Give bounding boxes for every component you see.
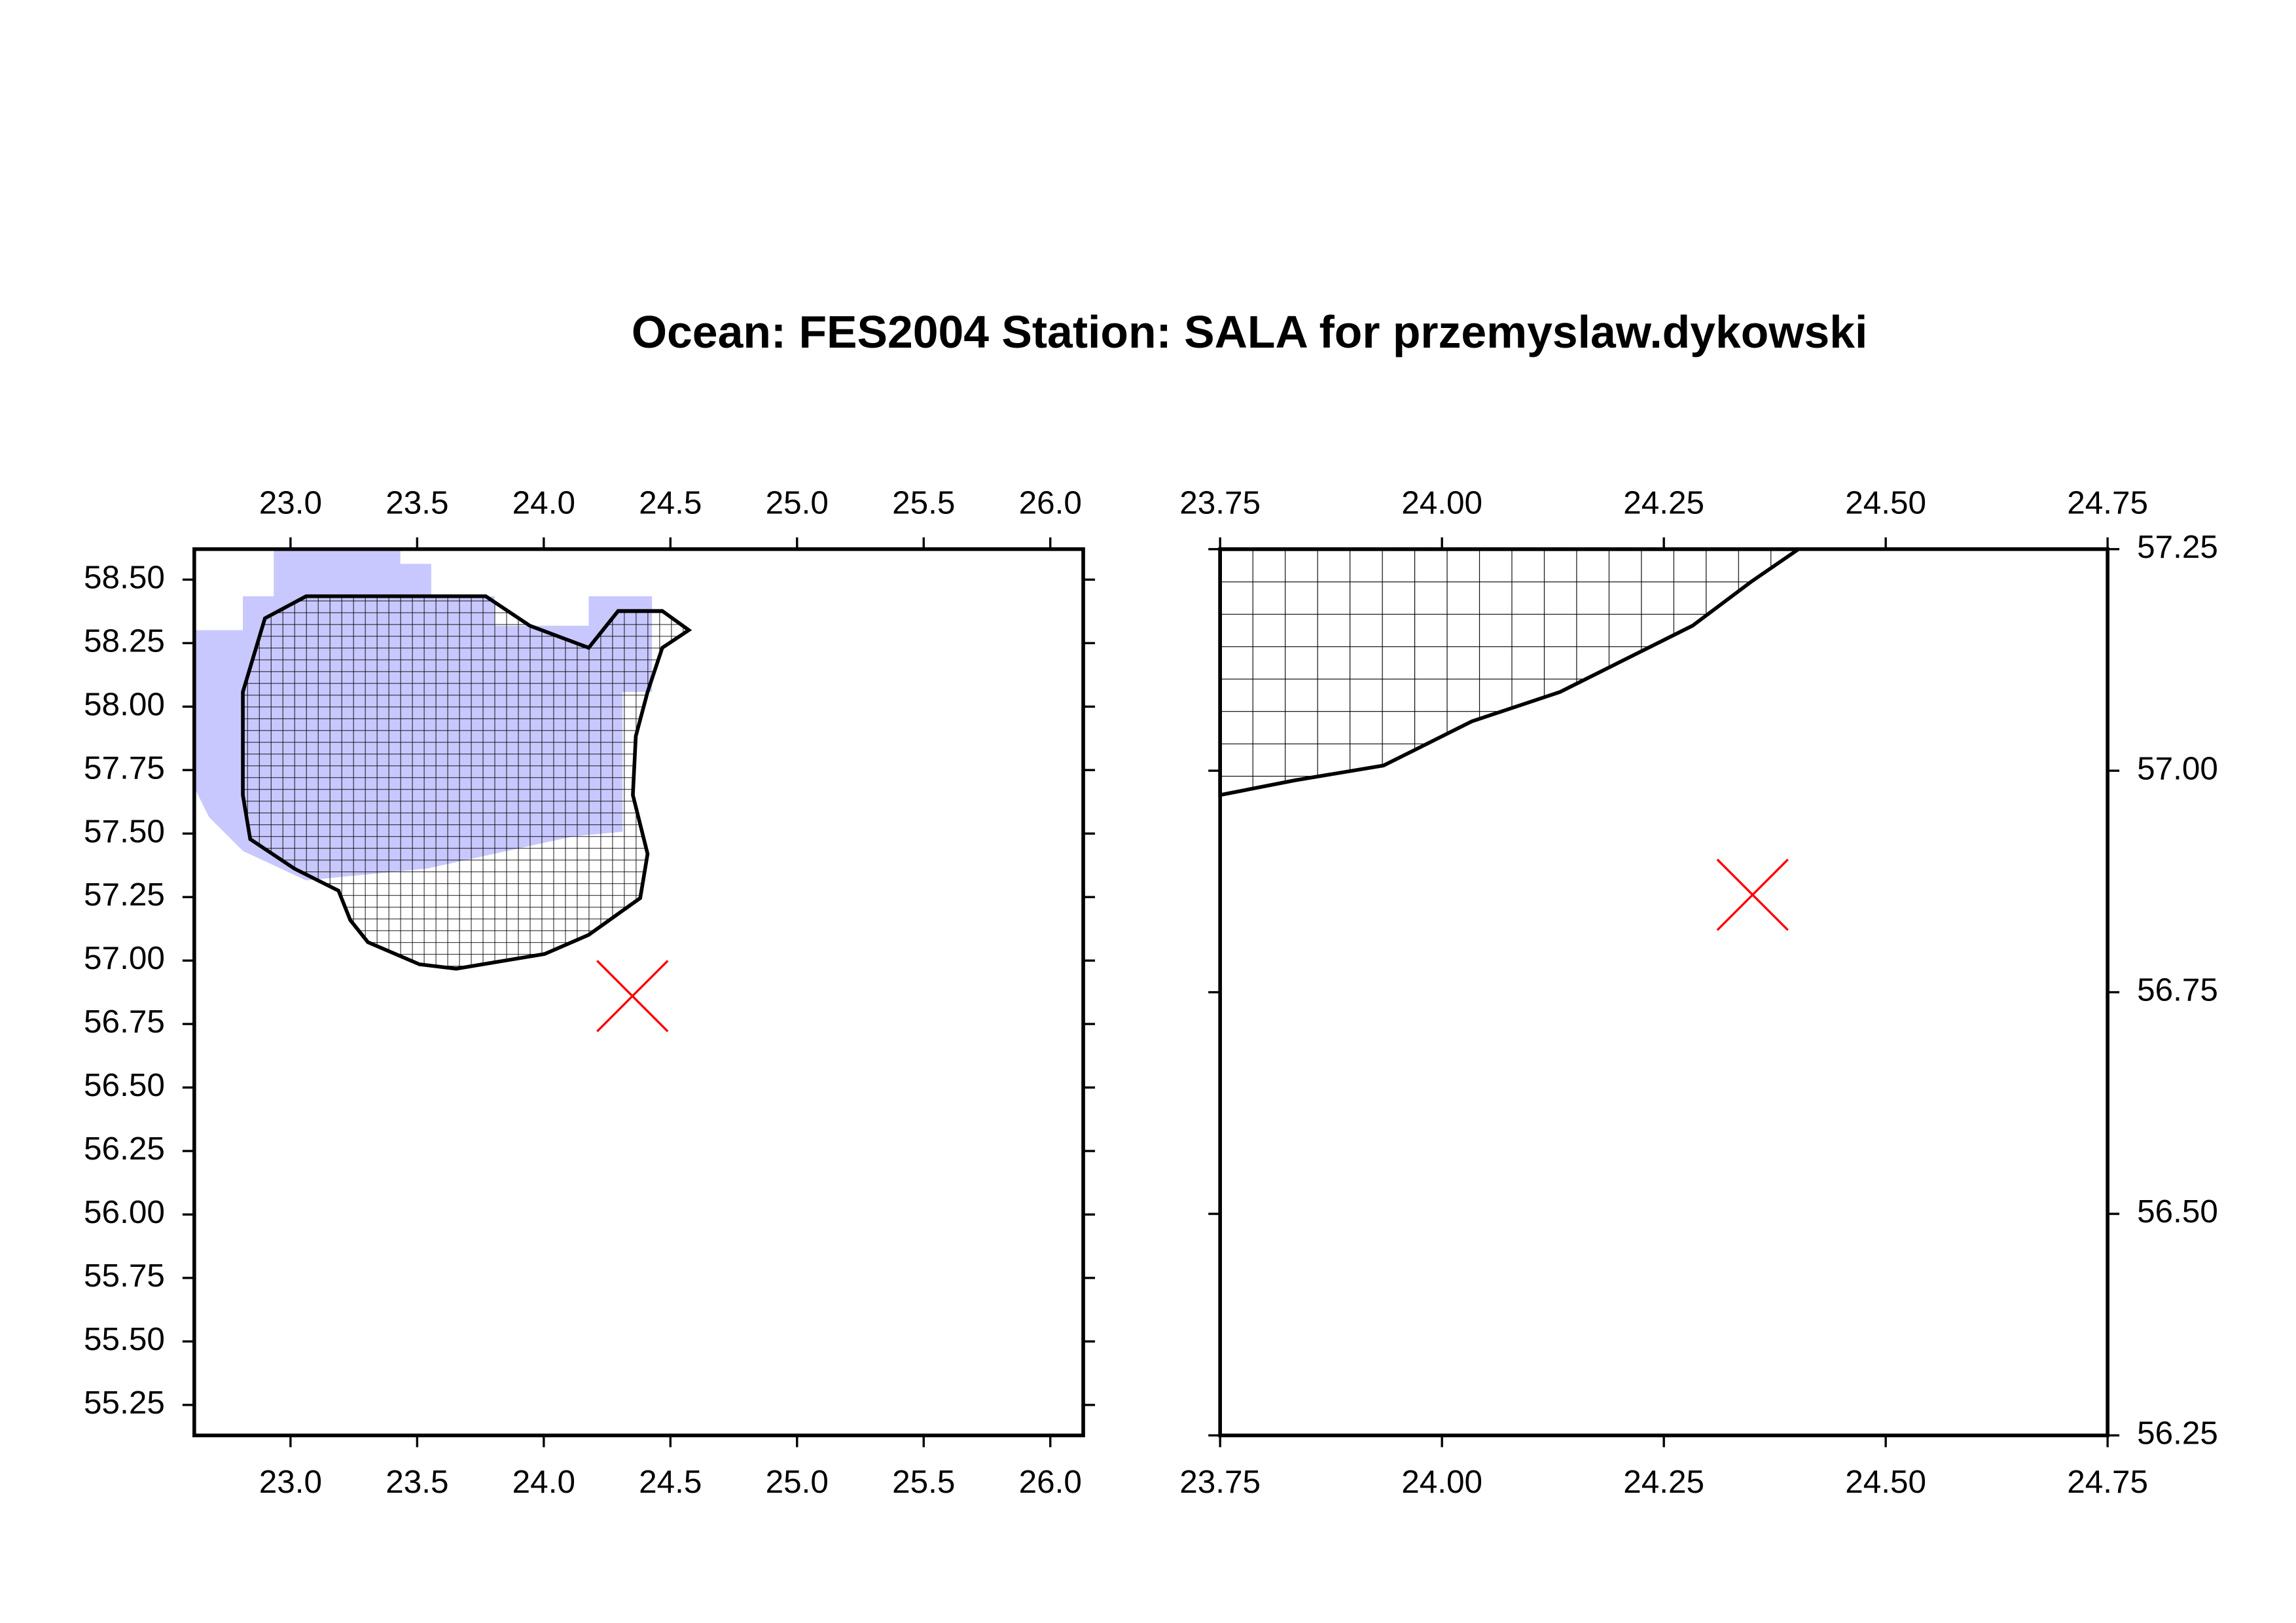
x-tick-label: 24.75 — [2067, 1464, 2148, 1500]
y-tick-label: 56.50 — [2137, 1194, 2218, 1230]
chart-title: Ocean: FES2004 Station: SALA for przemys… — [632, 306, 1868, 357]
x-tick-label: 23.75 — [1179, 1464, 1261, 1500]
x-tick-label: 24.0 — [512, 1464, 575, 1500]
y-tick-label: 57.00 — [84, 940, 165, 976]
station-marker — [1716, 858, 1789, 931]
x-tick-label: 25.0 — [766, 1464, 829, 1500]
y-tick-label: 56.50 — [84, 1067, 165, 1103]
y-tick-label: 57.50 — [84, 813, 165, 849]
x-tick-label: 25.5 — [892, 1464, 955, 1500]
x-tick-label: 26.0 — [1019, 484, 1082, 520]
x-tick-label: 24.25 — [1623, 484, 1704, 520]
plot-area: Ocean: FES2004 Station: SALA for przemys… — [84, 306, 2218, 1500]
x-tick-label: 23.75 — [1179, 484, 1261, 520]
x-tick-label: 25.5 — [892, 484, 955, 520]
y-tick-label: 56.75 — [84, 1004, 165, 1040]
x-tick-label: 23.0 — [259, 484, 322, 520]
y-tick-label: 55.75 — [84, 1258, 165, 1294]
x-tick-label: 24.00 — [1401, 1464, 1482, 1500]
axes: 23.0 23.0 23.5 23.5 24.0 24.0 24.5 24.5 25.0 25.0… — [84, 484, 2218, 1499]
x-tick-label: 24.5 — [639, 484, 702, 520]
y-tick-label: 55.25 — [84, 1385, 165, 1421]
coastline — [241, 594, 692, 971]
y-tick-label: 56.75 — [2137, 972, 2218, 1008]
y-tick-label: 57.25 — [84, 877, 165, 913]
x-tick-label: 26.0 — [1019, 1464, 1082, 1500]
x-tick-label: 23.0 — [259, 1464, 322, 1500]
x-tick-label: 24.50 — [1845, 484, 1926, 520]
frame — [192, 547, 1085, 1438]
y-tick-label: 56.00 — [84, 1194, 165, 1230]
y-tick-label: 57.00 — [2137, 750, 2218, 786]
x-tick-label: 24.00 — [1401, 484, 1482, 520]
x-tick-label: 24.5 — [639, 1464, 702, 1500]
y-tick-label: 57.25 — [2137, 529, 2218, 565]
y-tick-label: 58.50 — [84, 559, 165, 595]
x-tick-label: 23.5 — [386, 1464, 448, 1500]
y-tick-label: 55.50 — [84, 1321, 165, 1357]
y-tick-label: 56.25 — [2137, 1415, 2218, 1451]
x-tick-label: 24.50 — [1845, 1464, 1926, 1500]
x-tick-label: 23.5 — [386, 484, 448, 520]
x-tick-label: 25.0 — [766, 484, 829, 520]
y-tick-label: 58.25 — [84, 623, 165, 659]
x-tick-label: 24.0 — [512, 484, 575, 520]
station-marker — [596, 960, 669, 1032]
y-tick-label: 57.75 — [84, 750, 165, 786]
x-tick-label: 24.25 — [1623, 1464, 1704, 1500]
x-tick-label: 24.75 — [2067, 484, 2148, 520]
coastline — [1218, 547, 1804, 797]
y-tick-label: 56.25 — [84, 1131, 165, 1167]
y-tick-label: 58.00 — [84, 686, 165, 722]
